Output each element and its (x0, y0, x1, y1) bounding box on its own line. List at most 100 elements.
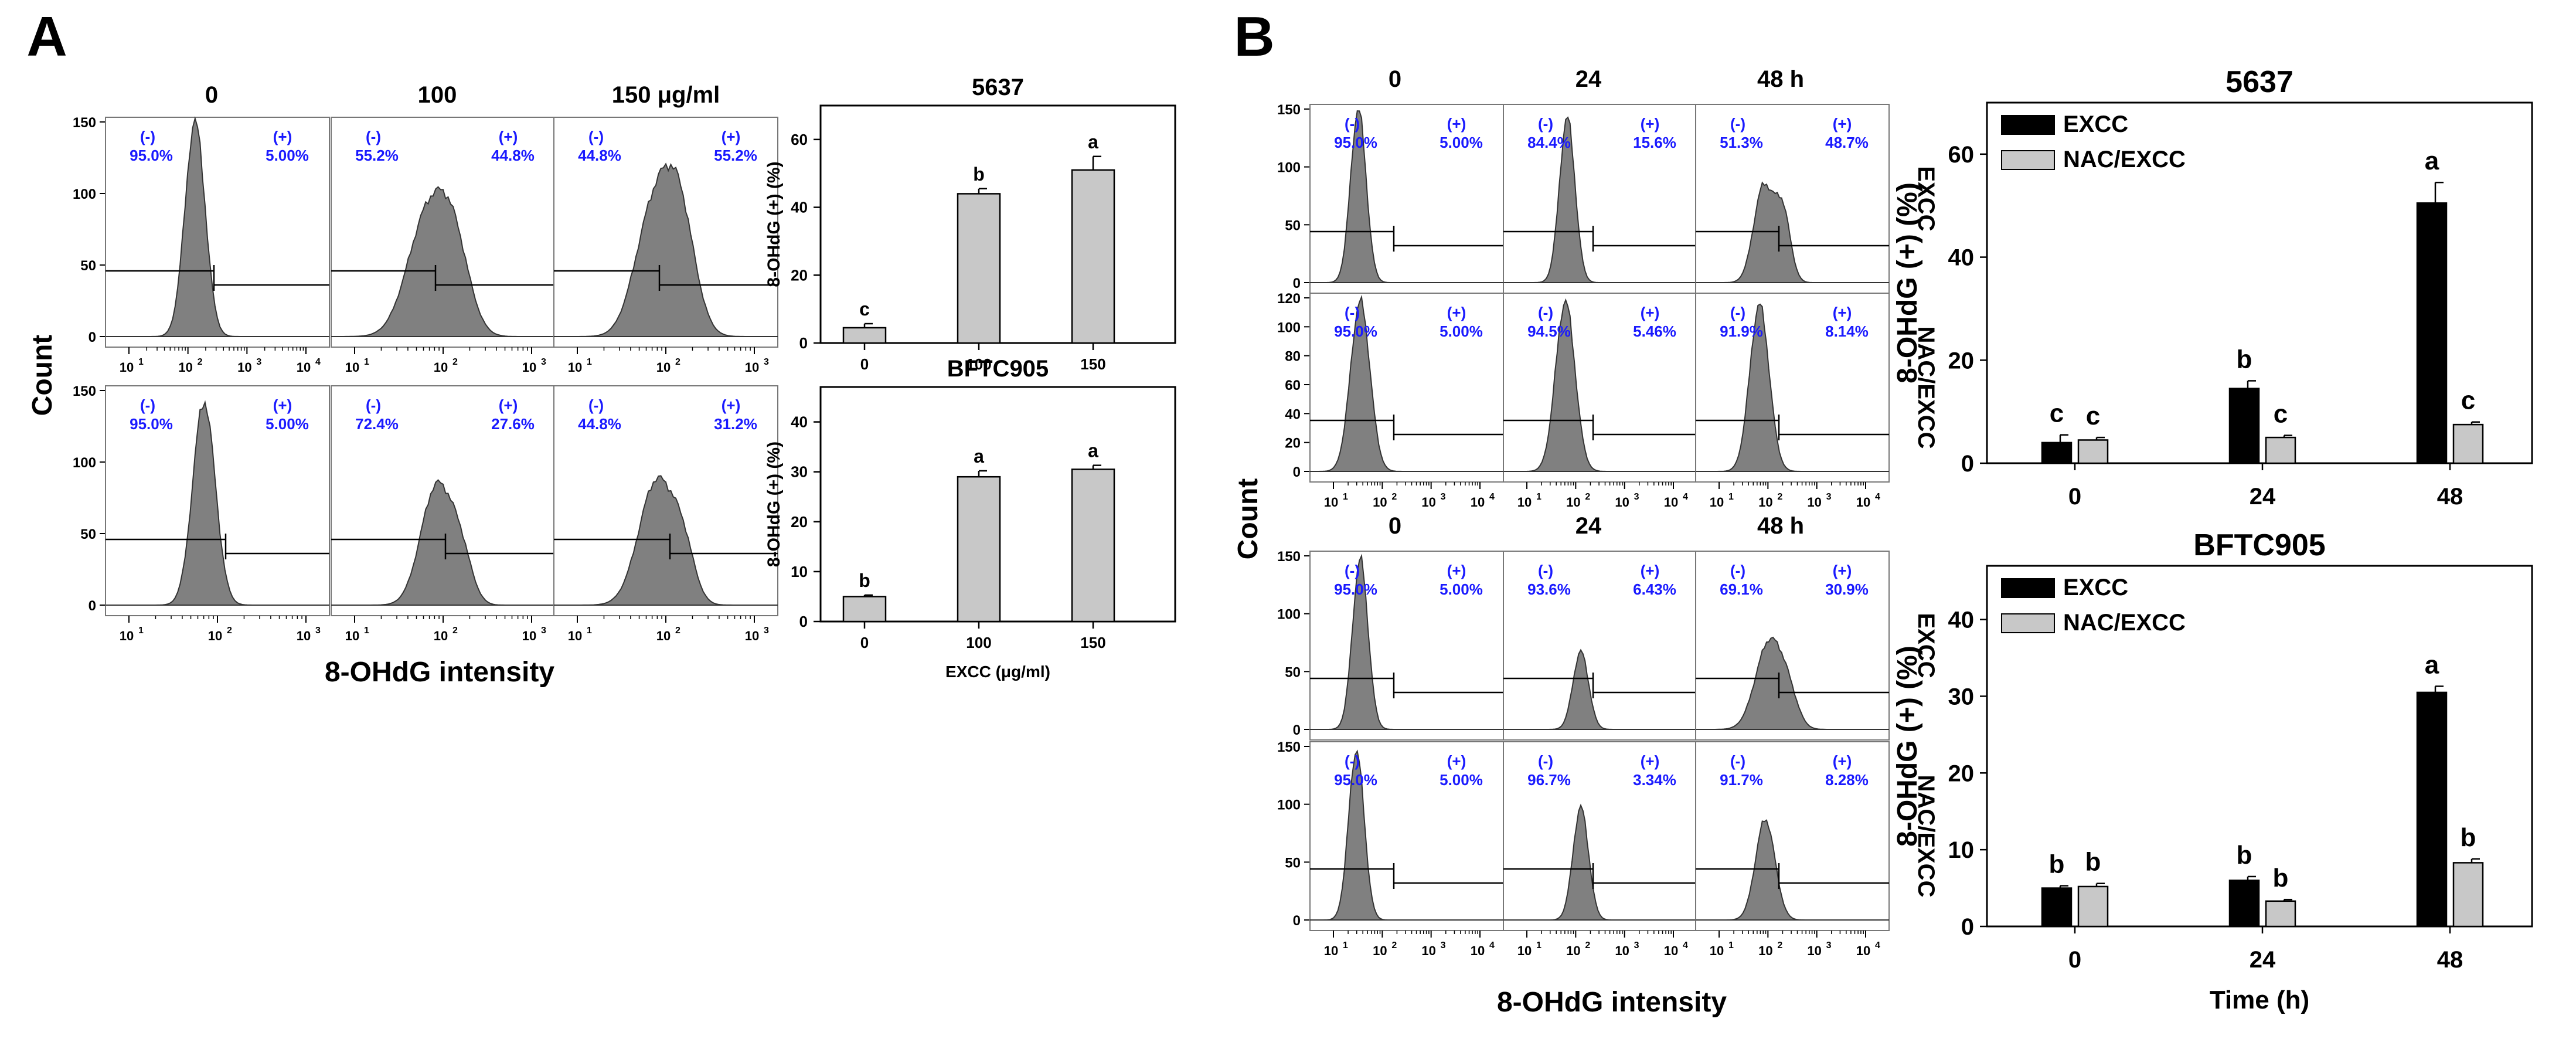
panel-b-g1r1c2-neg-value: 84.4% (1527, 134, 1571, 151)
panel-b-g1r2c3-neg-value: 91.9% (1720, 322, 1763, 340)
panel-b-g1-c3-xtick-exp: 4 (1875, 492, 1880, 502)
bar-chart-ytick-label: 60 (791, 131, 808, 148)
bar-significance-letter: b (973, 164, 985, 185)
panel-a-row1-c3-xtick-label: 10 (745, 360, 759, 375)
panel-b-g1-c3-xtick-exp: 1 (1728, 492, 1734, 502)
panel-b-g1r2c2-peak (1503, 298, 1697, 472)
panel-a-row1-c1-xtick-exp: 4 (315, 357, 321, 367)
bar-excc-24 (2228, 880, 2260, 928)
panel-a-r1c2-peak (331, 186, 555, 337)
panel-b-g1r2c3-pos-sign: (+) (1833, 304, 1852, 321)
panel-a-row2-c2-xtick-exp: 1 (364, 626, 369, 636)
panel-b-g1r2c3-neg-sign: (-) (1730, 304, 1745, 321)
panel-a-r2c2-neg-value: 72.4% (355, 415, 399, 433)
panel-b-g1r1c3-pos-sign: (+) (1833, 115, 1852, 133)
panel-b-col-label: 0 (1389, 66, 1401, 92)
panel-b-g1r2-ytick-label: 60 (1285, 378, 1301, 393)
bar-chart-1: 5637 0 20 40 60 8-OHdG (+) (%) 0 c 100 b 150 a (764, 74, 1176, 373)
panel-b-g1-c1-xtick-exp: 1 (1343, 492, 1348, 502)
bar-chart-ytick-label: 40 (791, 199, 808, 216)
panel-b-row-label: NAC/EXCC (1913, 775, 1939, 898)
panel-b-g2r1c1-histogram: (-)95.0% (+)5.00% (1309, 551, 1504, 741)
legend-swatch (2001, 115, 2055, 135)
panel-a-row1-c2-xtick-label: 10 (522, 360, 536, 375)
panel-b-letter: B (1234, 5, 1274, 68)
panel-b-g2r2c1-neg-sign: (-) (1345, 752, 1360, 770)
legend-swatch (2001, 578, 2055, 598)
legend-swatch (2001, 150, 2055, 170)
panel-b-g1r2c1-pos-value: 5.00% (1440, 322, 1483, 340)
panel-b-g2r2c3-neg-value: 91.7% (1720, 771, 1763, 789)
panel-a-row1-c1-xtick-exp: 3 (256, 357, 261, 367)
bar-significance-letter: c (2461, 386, 2475, 415)
panel-b-g1-c1-xtick-exp: 3 (1441, 492, 1446, 502)
bar-chart-ytick-label: 40 (1948, 245, 1975, 271)
panel-b-g1r2c2-neg-value: 94.5% (1527, 322, 1571, 340)
panel-a-row2-c2-xtick-exp: 2 (452, 626, 458, 636)
panel-b-g2r1-ytick-label: 50 (1285, 664, 1301, 680)
bar-chart-ytick-label: 20 (1948, 760, 1975, 786)
panel-a-r2c1-pos-value: 5.00% (266, 415, 309, 433)
bar-significance-letter: a (1088, 131, 1098, 152)
panel-a-r2c3-pos-value: 31.2% (714, 415, 757, 433)
panel-b-g2r1c2-pos-value: 6.43% (1633, 580, 1676, 598)
panel-a-r2c3-neg-sign: (-) (588, 396, 604, 414)
legend-swatch (2001, 613, 2055, 633)
panel-b-g1r2c1-neg-value: 95.0% (1334, 322, 1377, 340)
panel-b-g1-c2-xtick-label: 10 (1517, 495, 1532, 510)
panel-a-row1-c2-xtick-label: 10 (345, 360, 359, 375)
panel-b-g2-c3-xtick-label: 10 (1807, 943, 1821, 958)
panel-a-r1c1-neg-sign: (-) (140, 128, 155, 145)
panel-a-row2-c2-xtick-label: 10 (345, 629, 359, 643)
panel-b-g2-c3-xtick-label: 10 (1758, 943, 1772, 958)
panel-b-g1r2c3-frame (1695, 293, 1890, 483)
bar-significance-letter: b (2085, 848, 2101, 877)
panel-b-g1-c2-xtick-exp: 2 (1585, 492, 1590, 502)
panel-a-row1-c1-xtick-label: 10 (297, 360, 311, 375)
panel-b-g1r2c2-neg-sign: (-) (1538, 304, 1553, 321)
panel-b-g1r1c3-histogram: (-)51.3% (+)48.7% (1695, 104, 1890, 294)
bar-chart-ytick-label: 0 (799, 613, 808, 630)
legend-label: NAC/EXCC (2063, 147, 2186, 172)
panel-b-g2r2c1-frame (1309, 741, 1504, 931)
panel-a-row1-c1-xtick-exp: 2 (198, 357, 203, 367)
bar-chart-ylabel: 8-OHdG (+) (%) (1892, 646, 1923, 847)
bar-chart-xlabel: Time (h) (2210, 986, 2309, 1014)
bar-excc-150 (1071, 169, 1115, 344)
bar-significance-letter: b (2461, 823, 2476, 852)
panel-a-row2-c3-xtick-label: 10 (656, 629, 671, 643)
panel-b-g2-c2-xtick-exp: 1 (1536, 940, 1541, 950)
panel-b-row-label: EXCC (1913, 166, 1939, 231)
panel-b-g1r1-ytick-label: 50 (1285, 218, 1301, 233)
panel-a-r1c1-pos-value: 5.00% (266, 147, 309, 164)
panel-b-g2r1c2-histogram: (-)93.6% (+)6.43% (1503, 551, 1697, 741)
panel-b-row-label: NAC/EXCC (1913, 327, 1939, 449)
panel-a-row2-ytick-label: 50 (80, 527, 96, 542)
bar-significance-letter: b (2237, 345, 2252, 374)
panel-b-g2-c3-xtick-exp: 1 (1728, 940, 1734, 950)
panel-a-r1c3-peak (554, 162, 778, 337)
panel-b-g2r2c3-peak (1696, 819, 1889, 921)
bar-significance-letter: a (2425, 147, 2439, 175)
bar-significance-letter: a (2425, 650, 2439, 679)
bar-significance-letter: a (1088, 440, 1098, 461)
bar-chart-xtick-label: 48 (2437, 484, 2463, 510)
panel-b-g1r2c1-peak (1310, 294, 1503, 472)
panel-a-r2c2-pos-sign: (+) (499, 396, 518, 414)
panel-a-r1c1-neg-value: 95.0% (130, 147, 173, 164)
panel-a-r2c1-neg-value: 95.0% (130, 415, 173, 433)
panel-a-r1c3-pos-value: 55.2% (714, 147, 757, 164)
panel-b-col-label: 0 (1389, 513, 1401, 539)
bar-chart-title: 5637 (972, 74, 1024, 100)
panel-b-g1-c3-xtick-label: 10 (1758, 495, 1772, 510)
panel-b-col-label: 24 (1575, 513, 1602, 539)
bar-chart-xtick-label: 0 (2068, 484, 2081, 510)
panel-b-g1r1c2-peak (1503, 116, 1697, 283)
panel-b-g1r1-ytick-label: 0 (1293, 276, 1301, 291)
bar-chart-title: BFTC905 (2193, 528, 2325, 562)
bar-nac-excc-0 (2077, 885, 2109, 928)
panel-b-g2r2-ytick-label: 100 (1277, 797, 1301, 813)
panel-a-row1-c3-xtick-label: 10 (568, 360, 582, 375)
panel-b-g1-c3-xtick-exp: 2 (1777, 492, 1782, 502)
panel-b-g1r1c1-pos-sign: (+) (1447, 115, 1466, 133)
